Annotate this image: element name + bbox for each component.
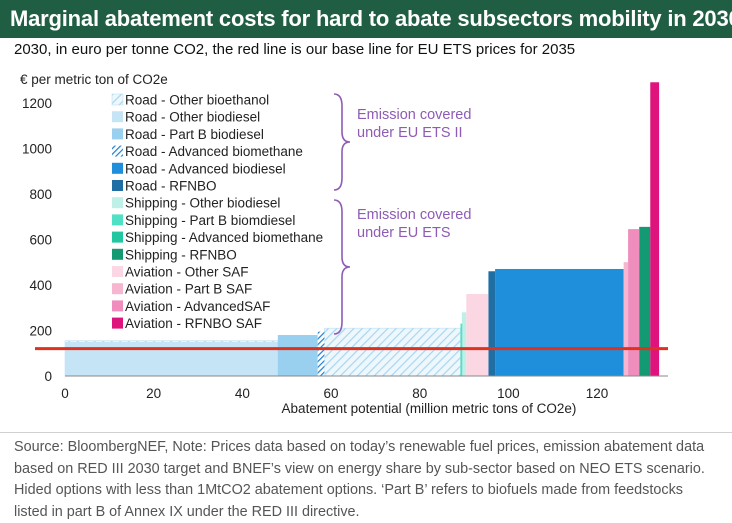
legend-group: Road - Other bioethanol Road - Other biod… — [111, 93, 323, 331]
y-tick-label: 1200 — [22, 96, 52, 111]
legend-swatch — [112, 231, 123, 243]
legend-label: Shipping - Advanced biomethane — [125, 230, 323, 245]
bar-road-rfnbo — [488, 271, 496, 376]
brace-road — [333, 93, 351, 191]
y-tick-label: 200 — [29, 323, 52, 338]
y-tick-label: 800 — [29, 187, 52, 202]
chart-title: Marginal abatement costs for hard to aba… — [10, 6, 732, 31]
legend-swatch — [112, 248, 123, 260]
source-note: Source: BloombergNEF, Note: Prices data … — [14, 439, 705, 520]
bar-shipping-rfnbo — [639, 226, 651, 376]
x-tick-label: 60 — [324, 386, 339, 401]
legend-label: Shipping - Part B biomdiesel — [125, 213, 295, 228]
y-tick-label: 400 — [29, 278, 52, 293]
legend-label: Road - Advanced biomethane — [125, 144, 303, 159]
bar-aviation-other-saf — [466, 294, 489, 376]
annotation-label: Emission covered — [357, 207, 471, 223]
annotation-label: under EU ETS II — [357, 125, 463, 141]
legend-swatch — [112, 128, 123, 140]
legend-label: Shipping - RFNBO — [125, 247, 237, 262]
legend-swatch — [112, 180, 123, 191]
y-tick-label: 600 — [29, 232, 52, 247]
x-tick-label: 120 — [586, 386, 609, 401]
x-tick-label: 0 — [61, 386, 69, 401]
legend-label: Road - RFNBO — [125, 179, 217, 194]
annotation-label: under EU ETS — [357, 225, 451, 241]
x-tick-label: 80 — [412, 386, 427, 401]
x-tick-label: 100 — [497, 386, 520, 401]
legend-swatch — [112, 111, 123, 123]
brace-shipping-aviation — [333, 199, 351, 335]
legend-swatch — [111, 93, 124, 106]
bars-group — [35, 82, 668, 377]
x-tick-label: 20 — [146, 386, 161, 401]
bar-aviation-rfnbo-saf — [650, 82, 660, 377]
bar-road-advanced-biodiesel — [495, 268, 624, 376]
legend-label: Road - Other biodiesel — [125, 110, 260, 125]
annotation-label: Emission covered — [357, 107, 471, 123]
legend-label: Road - Part B biodiesel — [125, 127, 264, 142]
divider — [0, 432, 732, 433]
legend-swatch — [112, 145, 123, 157]
bar-road-other-biodiesel — [65, 341, 278, 376]
legend-swatch — [112, 266, 123, 277]
legend-swatch — [112, 300, 123, 312]
bar-road-advanced-biomethane — [317, 331, 325, 376]
legend-label: Road - Advanced biodiesel — [125, 161, 286, 176]
chart-subtitle: 2030, in euro per tonne CO2, the red lin… — [14, 41, 576, 58]
y-tick-label: 1000 — [22, 141, 52, 156]
braces-group: Emission covered under EU ETS II Emission … — [333, 93, 471, 335]
legend-label: Aviation - Other SAF — [125, 265, 249, 280]
legend-swatch — [112, 197, 123, 209]
legend-label: Shipping - Other biodiesel — [125, 196, 280, 211]
y-axis-label: € per metric ton of CO2e — [20, 72, 168, 87]
x-tick-label: 40 — [235, 386, 250, 401]
bar-aviation-part-b-saf — [623, 262, 629, 376]
x-axis-label: Abatement potential (million metric tons… — [282, 401, 577, 416]
axes-group: 0 200 400 600 800 1000 1200 0 20 40 60 80 100 120 — [22, 96, 668, 401]
legend-label: Aviation - AdvancedSAF — [125, 299, 270, 314]
bar-road-other-bioethanol-second-block — [324, 327, 461, 377]
bar-shipping-other-biodiesel — [461, 312, 467, 376]
bar-aviation-advancedsaf — [628, 229, 640, 376]
title-bar: Marginal abatement costs for hard to aba… — [0, 0, 732, 38]
legend-swatch — [112, 283, 123, 295]
legend-label: Road - Other bioethanol — [125, 93, 269, 108]
y-tick-label: 0 — [44, 369, 52, 384]
legend-label: Aviation - RFNBO SAF — [125, 316, 262, 331]
bar-road-part-b-biodiesel — [277, 335, 318, 376]
legend-swatch — [112, 214, 123, 226]
legend-swatch — [112, 317, 123, 329]
chart-area: € per metric ton of CO2e 020040060080010… — [20, 72, 668, 416]
legend-label: Aviation - Part B SAF — [125, 282, 252, 297]
legend-swatch — [112, 162, 123, 174]
